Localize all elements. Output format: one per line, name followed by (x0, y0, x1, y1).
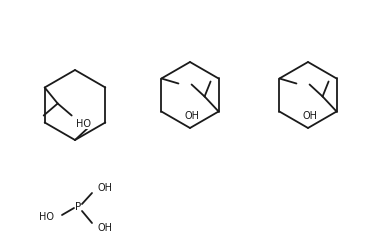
Text: OH: OH (98, 183, 113, 193)
Text: OH: OH (303, 111, 317, 121)
Text: OH: OH (184, 111, 200, 121)
Text: OH: OH (98, 223, 113, 233)
Text: HO: HO (39, 212, 54, 222)
Text: HO: HO (76, 119, 91, 129)
Text: P: P (75, 202, 81, 212)
